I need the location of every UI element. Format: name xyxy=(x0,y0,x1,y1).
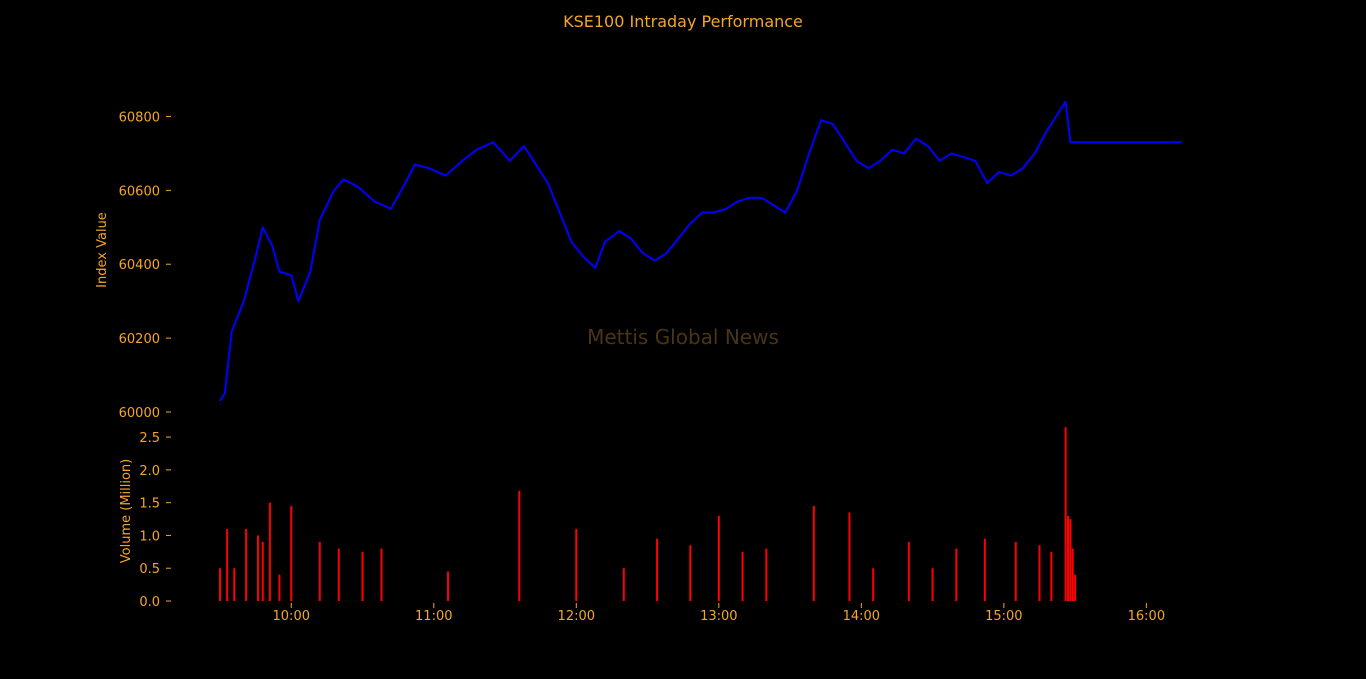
volume-bar xyxy=(318,542,321,601)
index-y-axis: 60000 60200 60400 60600 60800 xyxy=(119,110,171,421)
volume-bar xyxy=(1069,519,1072,601)
volume-bar xyxy=(741,551,744,601)
volume-bar xyxy=(226,528,229,601)
volume-bar xyxy=(1038,545,1041,601)
watermark-text: Mettis Global News xyxy=(587,325,779,349)
index-axis-label: Index Value xyxy=(95,212,110,288)
volume-bar xyxy=(983,538,986,601)
volume-bar xyxy=(268,502,271,601)
volume-bar xyxy=(872,568,875,601)
index-line xyxy=(219,100,1182,402)
volume-bar xyxy=(1066,515,1069,601)
time-tick-label: 14:00 xyxy=(843,609,880,624)
volume-bar xyxy=(656,538,659,601)
volume-bar xyxy=(689,545,692,601)
volume-bar xyxy=(812,505,815,601)
volume-bar xyxy=(290,505,293,601)
time-tick-label: 16:00 xyxy=(1128,609,1165,624)
time-tick-label: 11:00 xyxy=(415,609,452,624)
volume-tick-label: 1.5 xyxy=(139,497,160,512)
volume-bar xyxy=(848,512,851,601)
volume-bar xyxy=(1074,574,1077,601)
volume-bar xyxy=(518,490,521,601)
volume-y-axis: 0.0 0.5 1.0 1.5 2.0 2.5 xyxy=(139,431,171,610)
volume-bar xyxy=(1064,427,1067,601)
volume-bar xyxy=(1050,551,1053,601)
volume-bar xyxy=(765,548,768,601)
volume-bar xyxy=(1014,542,1017,601)
index-tick-label: 60400 xyxy=(119,258,160,273)
volume-bar xyxy=(622,568,625,601)
volume-bar xyxy=(907,542,910,601)
volume-tick-label: 1.0 xyxy=(139,529,160,544)
volume-bar xyxy=(955,548,958,601)
volume-tick-label: 2.0 xyxy=(139,464,160,479)
chart-title: KSE100 Intraday Performance xyxy=(563,12,803,31)
time-tick-label: 13:00 xyxy=(700,609,737,624)
volume-bars xyxy=(219,427,1077,601)
volume-bar xyxy=(575,528,578,601)
volume-bar xyxy=(361,551,364,601)
volume-bar xyxy=(380,548,383,601)
volume-bar xyxy=(1071,548,1074,601)
volume-tick-label: 2.5 xyxy=(139,431,160,446)
volume-axis-label: Volume (Million) xyxy=(119,459,134,563)
index-tick-label: 60200 xyxy=(119,332,160,347)
time-x-axis: 10:00 11:00 12:00 13:00 14:00 15:00 16:00 xyxy=(273,603,1165,624)
index-line-group xyxy=(219,100,1182,402)
volume-tick-label: 0.5 xyxy=(139,562,160,577)
index-tick-label: 60000 xyxy=(119,406,160,421)
volume-bar xyxy=(261,542,264,601)
time-tick-label: 10:00 xyxy=(273,609,310,624)
volume-bar xyxy=(245,528,248,601)
volume-bar xyxy=(931,568,934,601)
volume-tick-label: 0.0 xyxy=(139,595,160,610)
volume-bar xyxy=(337,548,340,601)
index-tick-label: 60800 xyxy=(119,110,160,125)
volume-bar xyxy=(257,535,260,601)
volume-bar xyxy=(233,568,236,601)
time-tick-label: 12:00 xyxy=(558,609,595,624)
volume-bar xyxy=(717,515,720,601)
volume-bar xyxy=(219,568,221,601)
volume-bar xyxy=(278,574,281,601)
time-tick-label: 15:00 xyxy=(985,609,1022,624)
volume-bar xyxy=(447,571,450,601)
index-tick-label: 60600 xyxy=(119,184,160,199)
